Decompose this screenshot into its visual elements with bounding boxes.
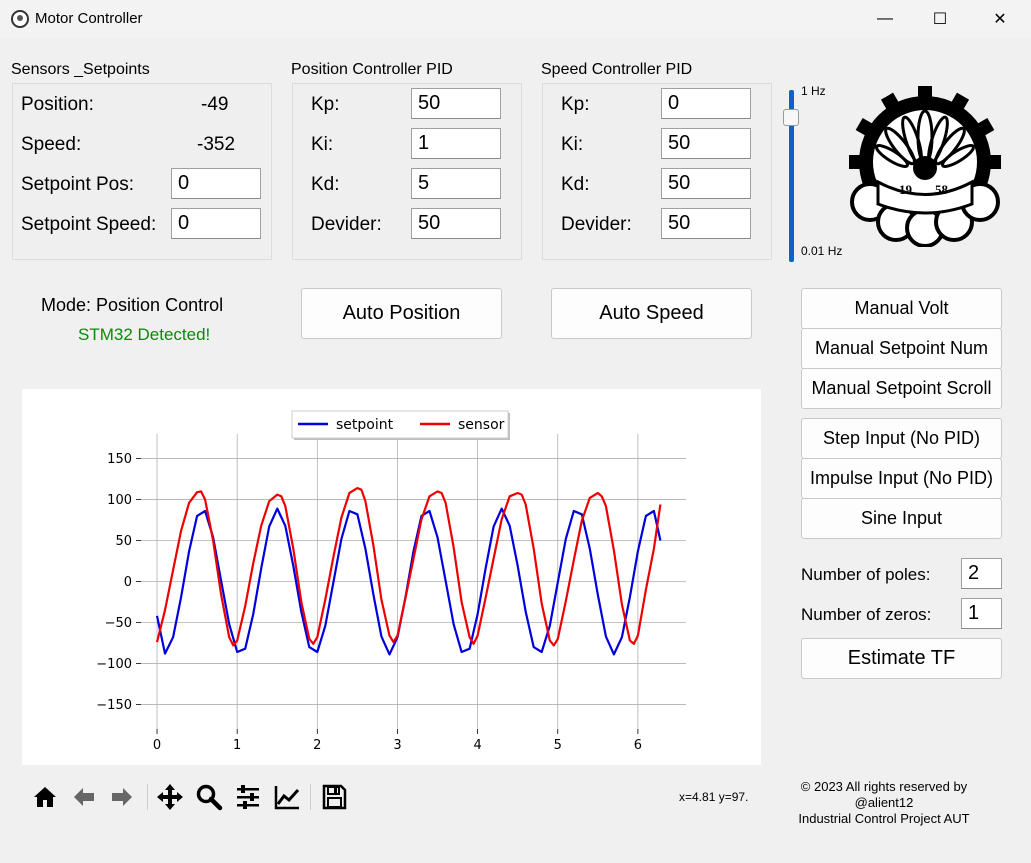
x-tick-label: 2 xyxy=(313,738,321,753)
pos-kp-input[interactable]: 50 xyxy=(411,88,501,119)
response-chart: 0 1 2 3 4 5 6 150 100 50 0 −50 −100 −150 setpoint senso… xyxy=(96,410,686,753)
title-bar: Motor Controller — ☐ ✕ xyxy=(0,0,1031,38)
y-tick-label: 100 xyxy=(107,493,132,508)
x-tick-label: 6 xyxy=(634,738,642,753)
frequency-slider-handle[interactable] xyxy=(783,108,799,126)
poles-input[interactable]: 2 xyxy=(961,558,1002,589)
manual-setpoint-scroll-button[interactable]: Manual Setpoint Scroll xyxy=(801,368,1002,409)
setpoint-speed-input[interactable]: 0 xyxy=(171,208,261,239)
position-value: -49 xyxy=(201,94,229,115)
sine-input-button[interactable]: Sine Input xyxy=(801,498,1002,539)
setpoint-speed-label: Setpoint Speed: xyxy=(21,214,157,235)
pos-kd-label: Kd: xyxy=(311,174,340,195)
y-tick-label: −50 xyxy=(105,616,132,631)
x-tick-label: 3 xyxy=(393,738,401,753)
zoom-icon[interactable] xyxy=(193,781,225,813)
university-emblem-logo xyxy=(849,86,1001,247)
pos-ki-label: Ki: xyxy=(311,134,334,155)
zeros-input[interactable]: 1 xyxy=(961,598,1002,629)
close-button[interactable]: ✕ xyxy=(993,11,1007,28)
position-pid-title: Position Controller PID xyxy=(291,61,453,78)
position-label: Position: xyxy=(21,94,94,115)
pos-devider-input[interactable]: 50 xyxy=(411,208,501,239)
y-tick-label: 150 xyxy=(107,452,132,467)
forward-icon[interactable] xyxy=(106,781,138,813)
emblem-year-19: 19 xyxy=(899,182,912,197)
emblem-year-58: 58 xyxy=(935,182,948,197)
speed-devider-input[interactable]: 50 xyxy=(661,208,751,239)
device-status: STM32 Detected! xyxy=(78,325,211,344)
minimize-button[interactable]: — xyxy=(877,10,893,27)
speed-devider-label: Devider: xyxy=(561,214,632,235)
y-tick-label: 50 xyxy=(115,534,132,549)
toolbar-separator-2 xyxy=(310,784,311,810)
frequency-slider[interactable] xyxy=(789,90,794,262)
speed-label: Speed: xyxy=(21,134,82,155)
speed-value: -352 xyxy=(197,134,236,155)
speed-pid-title: Speed Controller PID xyxy=(541,61,693,78)
y-tick-label: −100 xyxy=(96,657,132,672)
sensors-group-title: Sensors _Setpoints xyxy=(11,61,150,78)
x-tick-label: 4 xyxy=(473,738,481,753)
edit-axis-icon[interactable] xyxy=(271,781,303,813)
pos-devider-label: Devider: xyxy=(311,214,382,235)
step-input-button[interactable]: Step Input (No PID) xyxy=(801,418,1002,459)
manual-setpoint-num-button[interactable]: Manual Setpoint Num xyxy=(801,328,1002,369)
copyright-text: © 2023 All rights reserved by @alient12 xyxy=(800,779,968,810)
y-tick-label: 0 xyxy=(124,575,132,590)
zeros-label: Number of zeros: xyxy=(801,605,932,624)
pan-icon[interactable] xyxy=(154,781,186,813)
pos-ki-input[interactable]: 1 xyxy=(411,128,501,159)
pos-kd-input[interactable]: 5 xyxy=(411,168,501,199)
speed-ki-input[interactable]: 50 xyxy=(661,128,751,159)
speed-kp-input[interactable]: 0 xyxy=(661,88,751,119)
auto-speed-button[interactable]: Auto Speed xyxy=(551,288,752,339)
configure-subplots-icon[interactable] xyxy=(232,781,264,813)
window-title: Motor Controller xyxy=(35,10,143,27)
project-text: Industrial Control Project AUT xyxy=(798,811,970,826)
legend-label-sensor: sensor xyxy=(458,417,505,433)
manual-volt-button[interactable]: Manual Volt xyxy=(801,288,1002,329)
app-logo-icon xyxy=(11,10,29,28)
slider-max-label: 1 Hz xyxy=(801,84,826,98)
x-tick-label: 0 xyxy=(153,738,161,753)
mode-label: Mode: Position Control xyxy=(41,295,224,315)
speed-kp-label: Kp: xyxy=(561,94,590,115)
toolbar-separator xyxy=(147,784,148,810)
setpoint-pos-input[interactable]: 0 xyxy=(171,168,261,199)
save-icon[interactable] xyxy=(318,781,350,813)
impulse-input-button[interactable]: Impulse Input (No PID) xyxy=(801,458,1002,499)
cursor-coordinates: x=4.81 y=97. xyxy=(679,790,749,804)
back-icon[interactable] xyxy=(68,781,100,813)
x-tick-label: 1 xyxy=(233,738,241,753)
setpoint-pos-label: Setpoint Pos: xyxy=(21,174,135,195)
footer: © 2023 All rights reserved by @alient12 … xyxy=(779,779,989,827)
x-tick-label: 5 xyxy=(554,738,562,753)
home-icon[interactable] xyxy=(29,781,61,813)
auto-position-button[interactable]: Auto Position xyxy=(301,288,502,339)
pos-kp-label: Kp: xyxy=(311,94,340,115)
legend-label-setpoint: setpoint xyxy=(336,417,394,433)
series-line-sensor xyxy=(155,486,662,647)
speed-kd-label: Kd: xyxy=(561,174,590,195)
estimate-tf-button[interactable]: Estimate TF xyxy=(801,638,1002,679)
speed-kd-input[interactable]: 50 xyxy=(661,168,751,199)
poles-label: Number of poles: xyxy=(801,565,931,584)
slider-min-label: 0.01 Hz xyxy=(801,244,843,258)
plot-canvas[interactable]: 0 1 2 3 4 5 6 150 100 50 0 −50 −100 −150 setpoint senso… xyxy=(22,389,761,765)
y-tick-label: −150 xyxy=(96,698,132,713)
speed-ki-label: Ki: xyxy=(561,134,584,155)
maximize-button[interactable]: ☐ xyxy=(932,11,948,28)
